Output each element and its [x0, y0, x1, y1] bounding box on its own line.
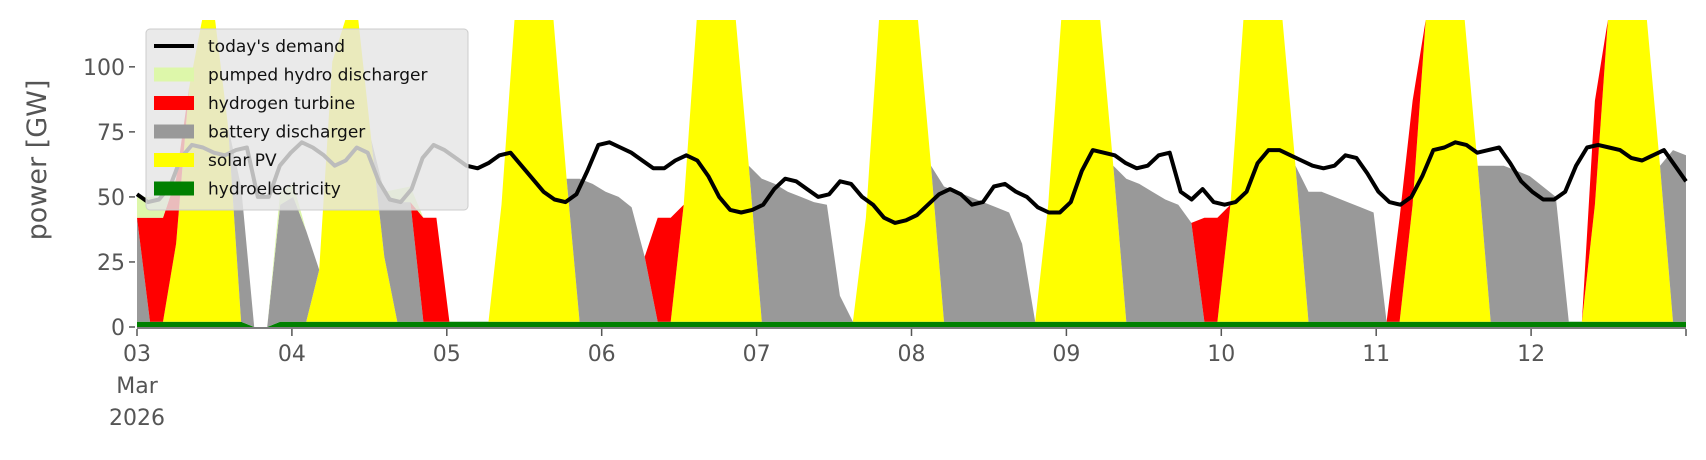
y-tick-label: 75 — [97, 121, 125, 146]
legend-swatch-pumped-hydro-discharger — [154, 67, 194, 82]
x-tick-month: Mar — [116, 374, 158, 399]
legend-label-solar-pv: solar PV — [208, 151, 277, 171]
legend: today's demand pumped hydro discharger hyd… — [145, 28, 469, 211]
y-tick-label: 50 — [97, 186, 125, 211]
x-tick-label: 06 — [588, 342, 616, 367]
y-axis-title: power [GW] — [22, 80, 53, 241]
legend-swatch-hydrogen-turbine — [154, 96, 194, 110]
area-hydroelectricity — [137, 321, 1686, 327]
legend-swatch-solar-pv — [154, 153, 194, 167]
x-tick-label: 07 — [743, 342, 771, 367]
legend-label-today-s-demand: today's demand — [208, 37, 345, 57]
plot-area — [135, 20, 1688, 327]
legend-label-hydrogen-turbine: hydrogen turbine — [208, 94, 355, 114]
axes: 0 25 50 75 100 03 Mar 2026 04 05 06 07 08 09 10 11 12 — [83, 56, 1687, 431]
legend-swatch-hydroelectricity — [154, 181, 194, 196]
legend-label-pumped-hydro-discharger: pumped hydro discharger — [208, 66, 427, 86]
x-tick-year: 2026 — [109, 406, 165, 431]
y-tick-label: 25 — [97, 251, 125, 276]
y-tick-label: 0 — [111, 316, 125, 341]
x-tick-label: 11 — [1362, 342, 1390, 367]
x-tick-label: 08 — [898, 342, 926, 367]
x-tick-label: 03 — [123, 342, 151, 367]
x-tick-label: 04 — [278, 342, 306, 367]
area-battery-discharger — [137, 20, 1686, 327]
legend-label-battery-discharger: battery discharger — [208, 123, 365, 143]
legend-label-hydroelectricity: hydroelectricity — [208, 180, 341, 200]
legend-swatch-battery-discharger — [154, 124, 194, 139]
x-tick-label: 12 — [1517, 342, 1545, 367]
y-tick-label: 100 — [83, 56, 125, 81]
area-solar-pv — [137, 20, 1686, 327]
x-tick-label: 10 — [1207, 342, 1235, 367]
legend-box — [145, 28, 469, 211]
x-tick-label: 09 — [1052, 342, 1080, 367]
x-tick-label: 05 — [433, 342, 461, 367]
